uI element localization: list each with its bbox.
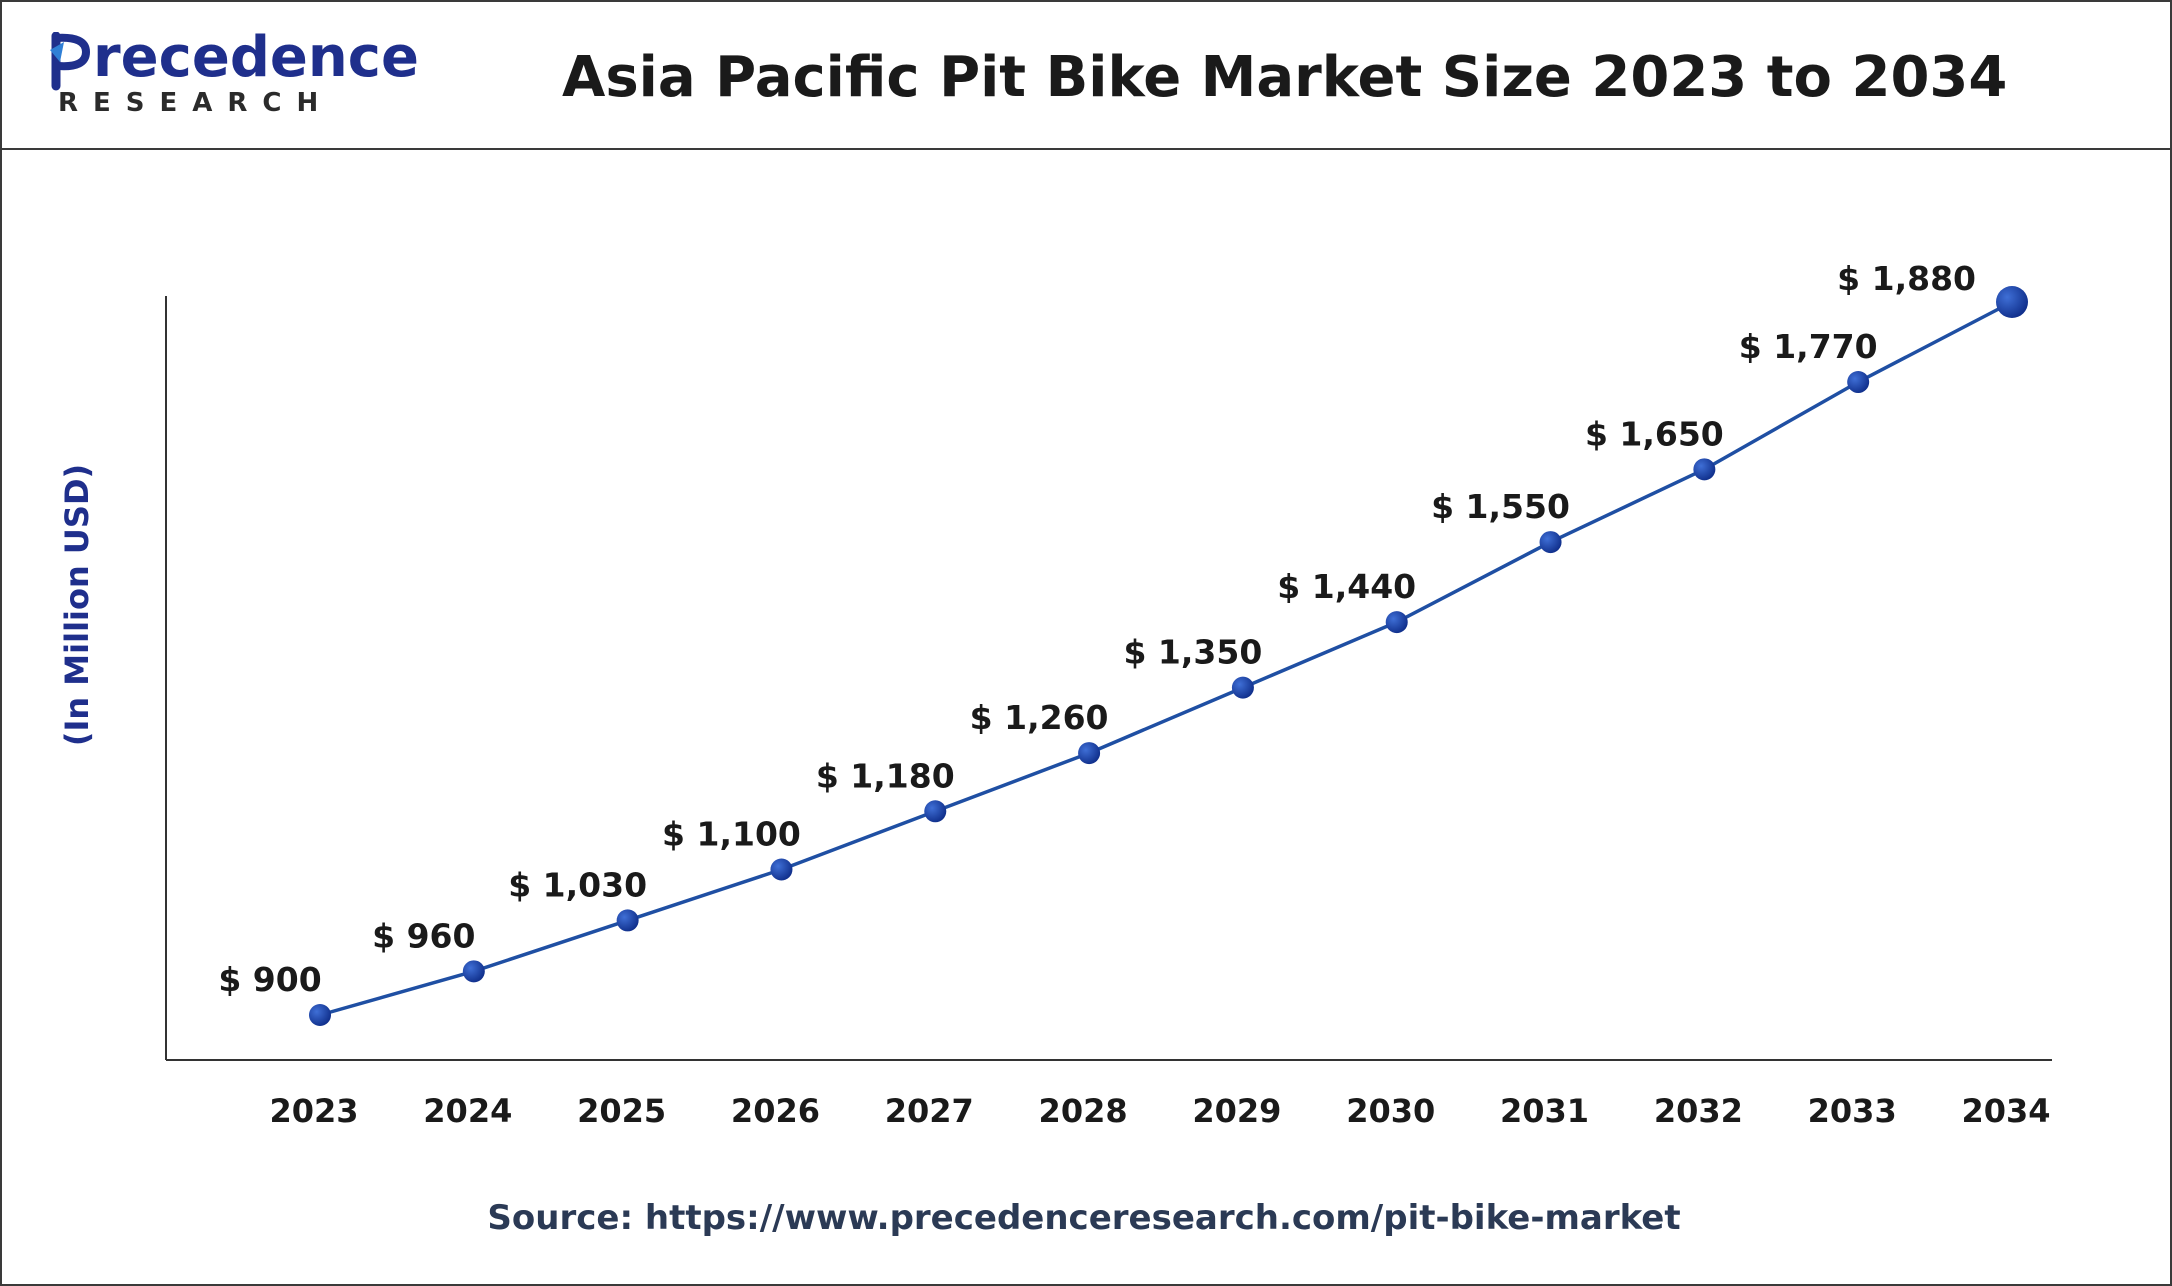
logo-text: Precedence	[93, 25, 419, 90]
x-tick-label: 2025	[577, 1092, 666, 1130]
data-label: $ 1,100	[662, 814, 801, 853]
data-label: $ 1,350	[1123, 633, 1262, 672]
data-point	[462, 960, 485, 983]
logo-subtext: RESEARCH	[58, 88, 334, 118]
x-tick-label: 2026	[731, 1092, 820, 1130]
data-label: $ 900	[218, 960, 321, 999]
page-title: Asia Pacific Pit Bike Market Size 2023 t…	[562, 45, 2008, 110]
data-point	[1385, 611, 1408, 634]
x-tick-label: 2029	[1192, 1092, 1281, 1130]
data-label: $ 1,550	[1431, 487, 1570, 526]
x-tick-label: 2024	[423, 1092, 512, 1130]
x-tick-label: 2028	[1039, 1092, 1128, 1130]
source-note: Source: https://www.precedenceresearch.c…	[487, 1198, 1681, 1238]
data-label: $ 1,770	[1739, 327, 1878, 366]
x-tick-label: 2031	[1500, 1092, 1589, 1130]
data-label: $ 1,260	[970, 698, 1109, 737]
x-tick-label: 2030	[1346, 1092, 1435, 1130]
data-point	[309, 1004, 331, 1026]
data-label: $ 960	[372, 916, 475, 955]
data-point	[924, 800, 947, 823]
data-label: $ 1,180	[816, 756, 955, 795]
data-label: $ 1,880	[1837, 259, 1976, 298]
data-point	[1996, 286, 2028, 318]
series-line	[319, 300, 2013, 1017]
brand-logo: Precedence RESEARCH	[50, 28, 419, 128]
data-point	[770, 858, 793, 881]
y-axis-label: (In Million USD)	[58, 464, 96, 746]
chart-axes: 2023 2024 2025 2026 2027 2028 2029 2030 2031 2032…	[165, 296, 2052, 1130]
data-point	[1231, 676, 1254, 699]
data-point	[1539, 531, 1562, 554]
x-tick-label: 2033	[1808, 1092, 1897, 1130]
plot-area: $ 900 $ 960 $ 1,030 $ 1,100 $ 1,180 $ 1,260 $ …	[218, 259, 2028, 1026]
data-point	[1693, 458, 1716, 481]
data-point	[1847, 371, 1870, 394]
data-label: $ 1,650	[1585, 414, 1724, 453]
header: Precedence RESEARCH Asia Pacific Pit Bik…	[2, 2, 2170, 150]
data-point	[1078, 742, 1101, 765]
data-point	[616, 909, 639, 932]
x-tick-label: 2027	[885, 1092, 974, 1130]
x-tick-label: 2032	[1654, 1092, 1743, 1130]
data-label: $ 1,030	[508, 865, 647, 904]
data-label: $ 1,440	[1277, 567, 1416, 606]
x-tick-label: 2023	[269, 1092, 358, 1130]
x-tick-label: 2034	[1961, 1092, 2050, 1130]
logo-mark-icon	[50, 32, 90, 91]
